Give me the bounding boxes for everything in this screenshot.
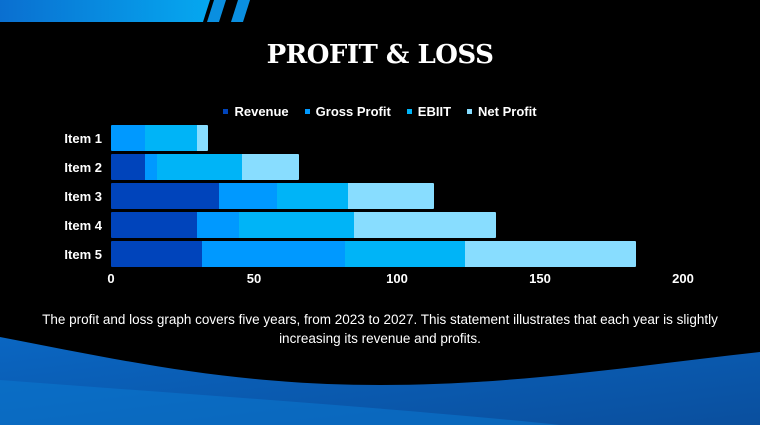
legend-swatch-icon	[406, 109, 412, 114]
bar-segment-ebiit	[345, 241, 466, 267]
bar-segment-gross-profit	[202, 241, 346, 267]
x-tick: 0	[107, 271, 115, 286]
legend-label: EBIIT	[417, 104, 452, 119]
bar-segment-net-profit	[196, 125, 209, 151]
slide-title: PROFIT & LOSS	[266, 40, 494, 70]
bar-segment-net-profit	[465, 241, 637, 267]
bar-segment-revenue	[111, 212, 197, 238]
bar-segment-ebiit	[145, 125, 197, 151]
legend-item-gross-profit: Gross Profit	[304, 104, 391, 119]
bar-segment-revenue	[111, 154, 146, 180]
legend-label: Net Profit	[478, 104, 537, 119]
bar-segment-gross-profit	[111, 125, 146, 151]
bar-item-5	[111, 241, 637, 267]
x-tick: 50	[246, 271, 262, 286]
bar-segment-ebiit	[276, 183, 348, 209]
chart-legend: Revenue Gross Profit EBIIT Net Profit	[0, 104, 760, 119]
legend-label: Revenue	[234, 104, 289, 119]
row-label: Item 4	[64, 218, 102, 233]
bar-segment-revenue	[111, 241, 203, 267]
bar-segment-gross-profit	[219, 183, 277, 209]
bar-segment-ebiit	[239, 212, 354, 238]
bottom-wave-decoration	[0, 337, 760, 425]
bar-segment-net-profit	[353, 212, 497, 238]
bar-item-3	[111, 183, 434, 209]
legend-item-net-profit: Net Profit	[467, 104, 537, 119]
bar-item-1	[111, 125, 209, 151]
legend-item-ebiit: EBIIT	[406, 104, 452, 119]
bar-segment-gross-profit	[196, 212, 240, 238]
bar-item-2	[111, 154, 300, 180]
legend-swatch-icon	[467, 109, 473, 114]
row-label: Item 3	[64, 189, 102, 204]
bar-segment-gross-profit	[145, 154, 157, 180]
x-tick: 150	[529, 271, 551, 286]
legend-item-revenue: Revenue	[223, 104, 289, 119]
bar-segment-net-profit	[347, 183, 434, 209]
legend-swatch-icon	[223, 109, 229, 114]
bar-segment-ebiit	[156, 154, 243, 180]
legend-swatch-icon	[304, 109, 310, 114]
bar-segment-net-profit	[242, 154, 300, 180]
x-tick: 200	[672, 271, 694, 286]
row-label: Item 5	[64, 247, 102, 262]
bar-segment-revenue	[111, 183, 220, 209]
slide-description: The profit and loss graph covers five ye…	[42, 312, 718, 346]
row-label: Item 1	[64, 131, 102, 146]
bar-item-4	[111, 212, 497, 238]
legend-label: Gross Profit	[315, 104, 391, 119]
x-tick: 100	[386, 271, 408, 286]
top-accent-band	[0, 0, 250, 22]
row-label: Item 2	[64, 160, 102, 175]
